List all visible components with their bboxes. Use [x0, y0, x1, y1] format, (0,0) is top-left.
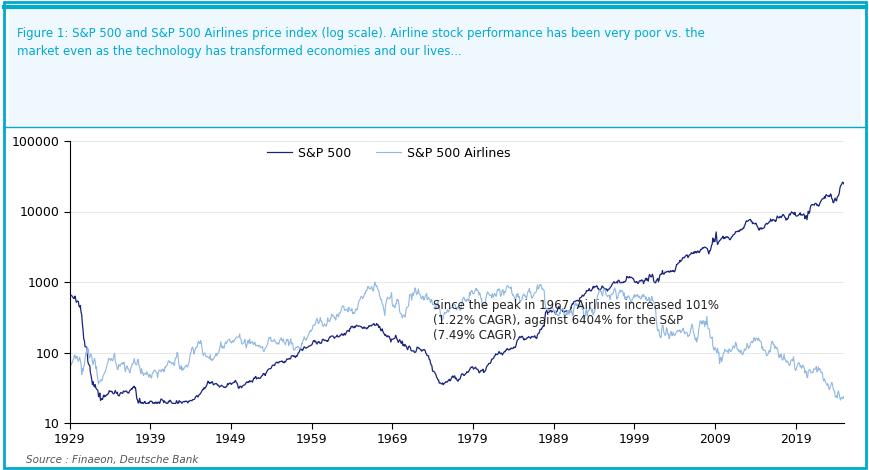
S&P 500 Airlines [775, 352, 786, 357]
Line: S&P 500 Airlines: S&P 500 Airlines [70, 282, 844, 400]
S&P 500 [624, 274, 634, 280]
S&P 500 [775, 215, 786, 220]
Line: S&P 500: S&P 500 [70, 182, 844, 403]
S&P 500 Airlines [839, 392, 849, 398]
S&P 500 [101, 392, 111, 398]
S&P 500 Airlines [369, 279, 380, 285]
S&P 500 Airlines [64, 359, 75, 365]
S&P 500 Airlines [101, 367, 111, 372]
S&P 500 [839, 180, 849, 186]
S&P 500 Airlines [624, 297, 634, 302]
S&P 500 Airlines [98, 372, 109, 378]
Text: Since the peak in 1967, Airlines increased 101%
(1.22% CAGR), against 6404% for : Since the peak in 1967, Airlines increas… [432, 299, 718, 342]
S&P 500 [836, 179, 846, 185]
S&P 500 [64, 293, 75, 299]
S&P 500 Airlines [834, 397, 845, 403]
S&P 500 Airlines [806, 369, 817, 375]
Legend: S&P 500, S&P 500 Airlines: S&P 500, S&P 500 Airlines [262, 141, 515, 164]
S&P 500 [137, 400, 148, 406]
Text: Source : Finaeon, Deutsche Bank: Source : Finaeon, Deutsche Bank [26, 455, 198, 465]
S&P 500 Airlines [210, 353, 221, 359]
S&P 500 [98, 393, 109, 399]
Text: Figure 1: S&P 500 and S&P 500 Airlines price index (log scale). Airline stock pe: Figure 1: S&P 500 and S&P 500 Airlines p… [17, 27, 704, 58]
S&P 500 [210, 381, 221, 386]
S&P 500 [806, 202, 817, 207]
